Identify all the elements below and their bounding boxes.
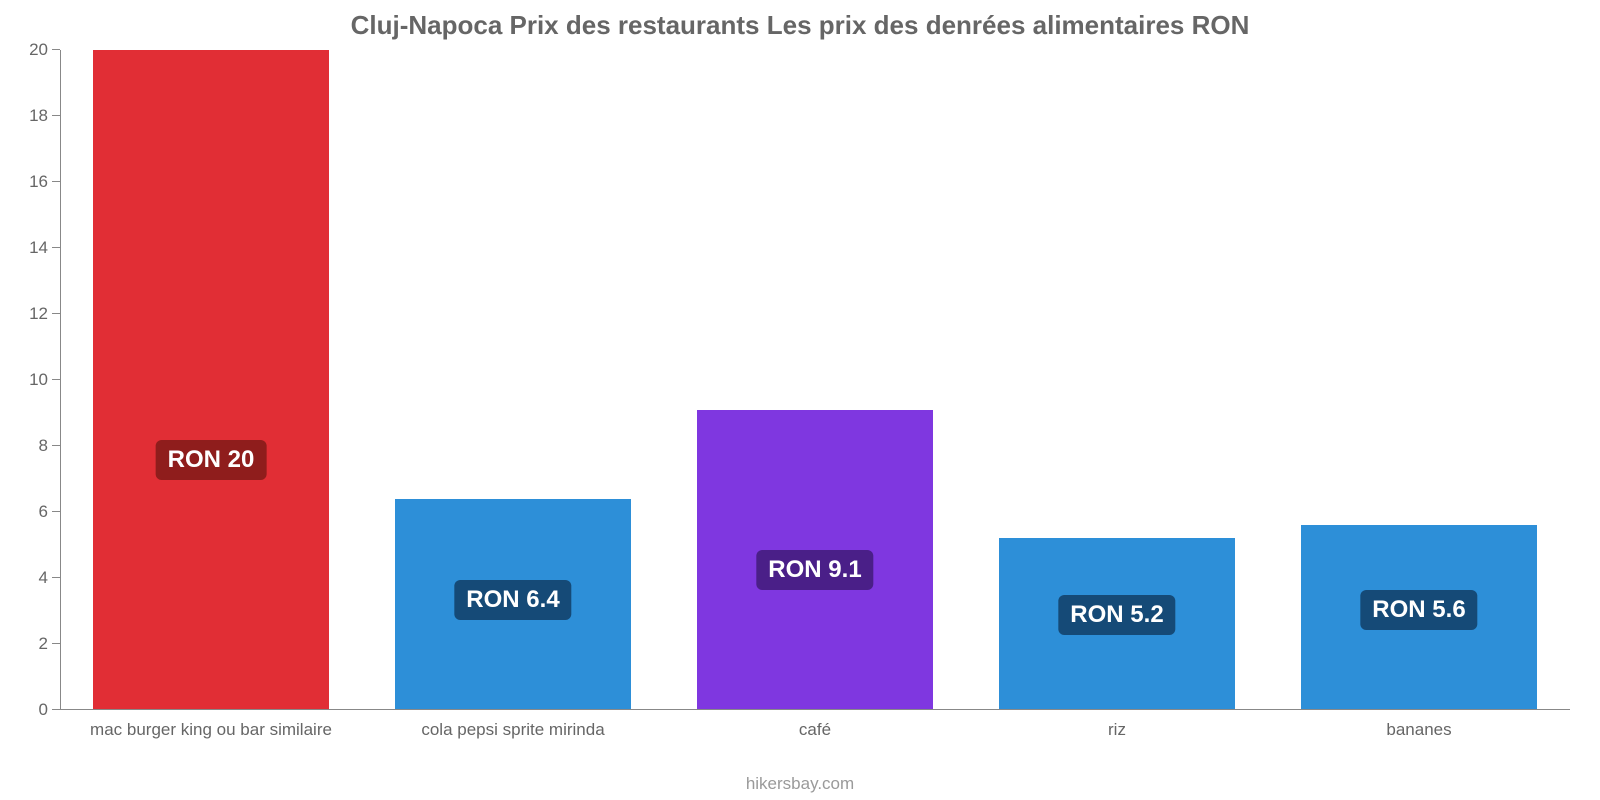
y-tick-label: 8 — [39, 436, 48, 456]
bar-value-label: RON 9.1 — [756, 550, 873, 590]
bar-value-label: RON 6.4 — [454, 580, 571, 620]
y-tick — [52, 445, 60, 446]
x-tick-label: café — [799, 720, 831, 740]
bar-value-label: RON 5.2 — [1058, 595, 1175, 635]
x-tick-label: bananes — [1386, 720, 1451, 740]
bar: RON 6.4 — [395, 499, 631, 710]
bar-value-label: RON 5.6 — [1360, 590, 1477, 630]
y-tick — [52, 709, 60, 710]
y-tick-label: 18 — [29, 106, 48, 126]
y-tick — [52, 115, 60, 116]
y-tick-label: 12 — [29, 304, 48, 324]
y-tick-label: 2 — [39, 634, 48, 654]
x-tick-label: riz — [1108, 720, 1126, 740]
y-tick-label: 10 — [29, 370, 48, 390]
y-tick — [52, 181, 60, 182]
y-tick — [52, 247, 60, 248]
bar: RON 5.2 — [999, 538, 1235, 710]
price-bar-chart: Cluj-Napoca Prix des restaurants Les pri… — [0, 0, 1600, 800]
y-tick — [52, 511, 60, 512]
y-tick-label: 20 — [29, 40, 48, 60]
y-tick-label: 16 — [29, 172, 48, 192]
chart-title: Cluj-Napoca Prix des restaurants Les pri… — [0, 10, 1600, 41]
y-tick — [52, 379, 60, 380]
y-tick — [52, 49, 60, 50]
bar-value-label: RON 20 — [156, 440, 267, 480]
y-tick — [52, 577, 60, 578]
x-axis — [60, 709, 1570, 710]
y-tick-label: 4 — [39, 568, 48, 588]
bar: RON 5.6 — [1301, 525, 1537, 710]
x-tick-label: cola pepsi sprite mirinda — [421, 720, 604, 740]
x-tick-label: mac burger king ou bar similaire — [90, 720, 332, 740]
y-tick — [52, 643, 60, 644]
bar: RON 20 — [93, 50, 329, 710]
y-tick-label: 0 — [39, 700, 48, 720]
y-tick-label: 6 — [39, 502, 48, 522]
bar: RON 9.1 — [697, 410, 933, 710]
y-axis — [60, 50, 61, 710]
chart-credit: hikersbay.com — [0, 774, 1600, 794]
y-tick-label: 14 — [29, 238, 48, 258]
plot-area: 02468101214161820RON 20mac burger king o… — [60, 50, 1570, 710]
y-tick — [52, 313, 60, 314]
